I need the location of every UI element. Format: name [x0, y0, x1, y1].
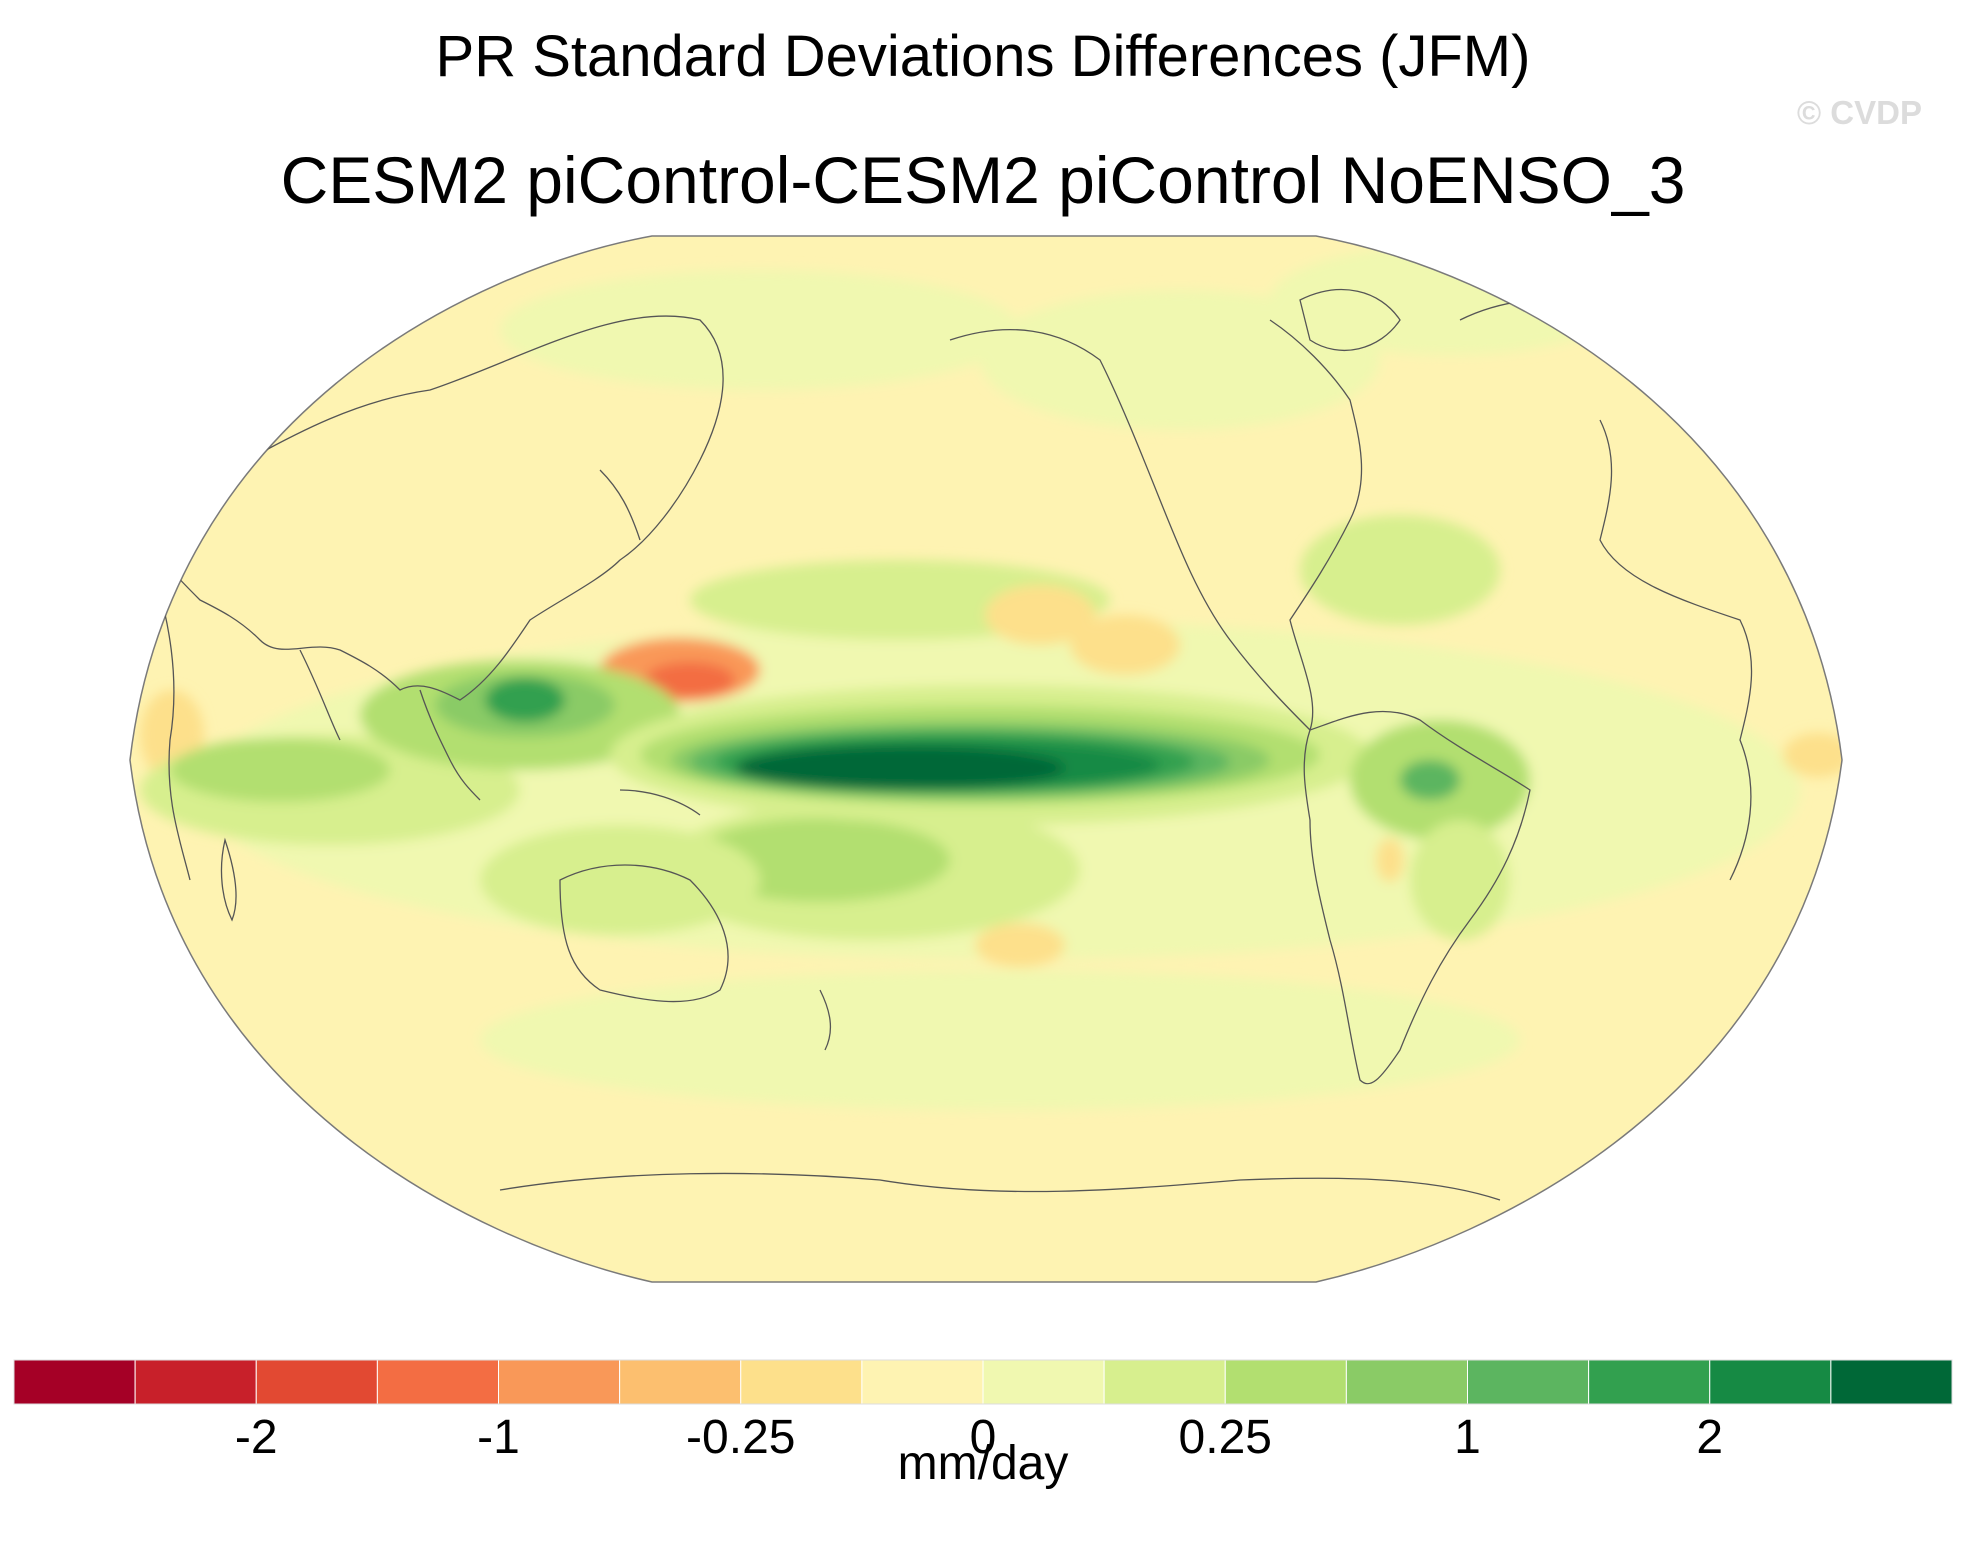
colorbar-tick-label: 1	[1454, 1411, 1481, 1464]
colorbar-box	[1709, 1359, 1832, 1405]
colorbar	[13, 1359, 1953, 1405]
colorbar-tick-label: 0	[969, 1411, 997, 1464]
coast-india	[299, 649, 341, 741]
colorbar-box	[376, 1359, 499, 1405]
field-sa-negative	[1376, 838, 1404, 882]
colorbar-tick-label: 0.25	[1178, 1411, 1272, 1464]
colorbar-tick-label: -2	[234, 1411, 278, 1464]
field-philippines-core	[485, 678, 565, 722]
field-south-pacific-negative	[975, 923, 1065, 967]
field-south-ocean-patch	[480, 970, 1520, 1110]
coast-new-zealand	[819, 989, 832, 1051]
field-eq-pacific-core	[735, 746, 1065, 790]
map-field	[130, 236, 1842, 1282]
coast-north-america	[949, 319, 1363, 732]
colorbar-box	[619, 1359, 742, 1405]
coast-south-america	[1303, 710, 1531, 1085]
colorbar-outline	[13, 1359, 1953, 1405]
coast-indochina	[419, 689, 481, 801]
credit-watermark: © CVDP	[1796, 94, 1922, 131]
field-indian-ocean-band-core	[170, 738, 390, 802]
globe-outline	[129, 235, 1843, 1283]
colorbar-box	[134, 1359, 257, 1405]
chart-title: PR Standard Deviations Differences (JFM)	[435, 24, 1531, 89]
colorbar-tick-label: 2	[1696, 1411, 1724, 1464]
colorbar-box	[861, 1359, 984, 1405]
colorbar-tick-label: -1	[477, 1411, 520, 1464]
colorbar-box	[1345, 1359, 1468, 1405]
coast-madagascar	[220, 837, 237, 922]
field-atlantic-north	[1300, 515, 1500, 625]
coast-australia	[559, 864, 729, 1003]
colorbar-box	[1103, 1359, 1226, 1405]
field-north-pacific-negative-2	[1070, 615, 1180, 675]
coast-west-africa	[1599, 419, 1753, 881]
coast-greenland	[1299, 288, 1401, 352]
colorbar-box	[1224, 1359, 1347, 1405]
colorbar-tick-label: -0.25	[686, 1411, 796, 1464]
field-australia-band	[480, 825, 760, 935]
field-north-pacific-negative	[985, 585, 1095, 645]
coast-asia	[149, 315, 724, 701]
colorbar-box	[740, 1359, 863, 1405]
chart-subtitle: CESM2 piControl-CESM2 piControl NoENSO_3	[280, 143, 1686, 217]
field-east-atlantic-negative	[1783, 733, 1842, 777]
colorbar-box	[982, 1359, 1105, 1405]
colorbar-box	[1467, 1359, 1590, 1405]
coast-japan	[599, 469, 641, 541]
field-high-lat-north-patch	[500, 270, 1020, 390]
colorbar-box	[255, 1359, 378, 1405]
colorbar-box	[1588, 1359, 1711, 1405]
field-west-pacific-negative-core	[645, 662, 735, 698]
coast-antarctica	[499, 1172, 1501, 1201]
colorbar-box	[13, 1359, 136, 1405]
coast-new-guinea	[619, 789, 701, 816]
colorbar-box	[498, 1359, 621, 1405]
colorbar-units: mm/day	[897, 1437, 1069, 1490]
field-amazon-core	[1400, 760, 1460, 800]
field-siberia-patch	[1270, 245, 1630, 355]
colorbar-box	[1830, 1359, 1953, 1405]
field-amazon-south	[1410, 820, 1510, 940]
field-north-pacific-patch	[980, 290, 1380, 430]
